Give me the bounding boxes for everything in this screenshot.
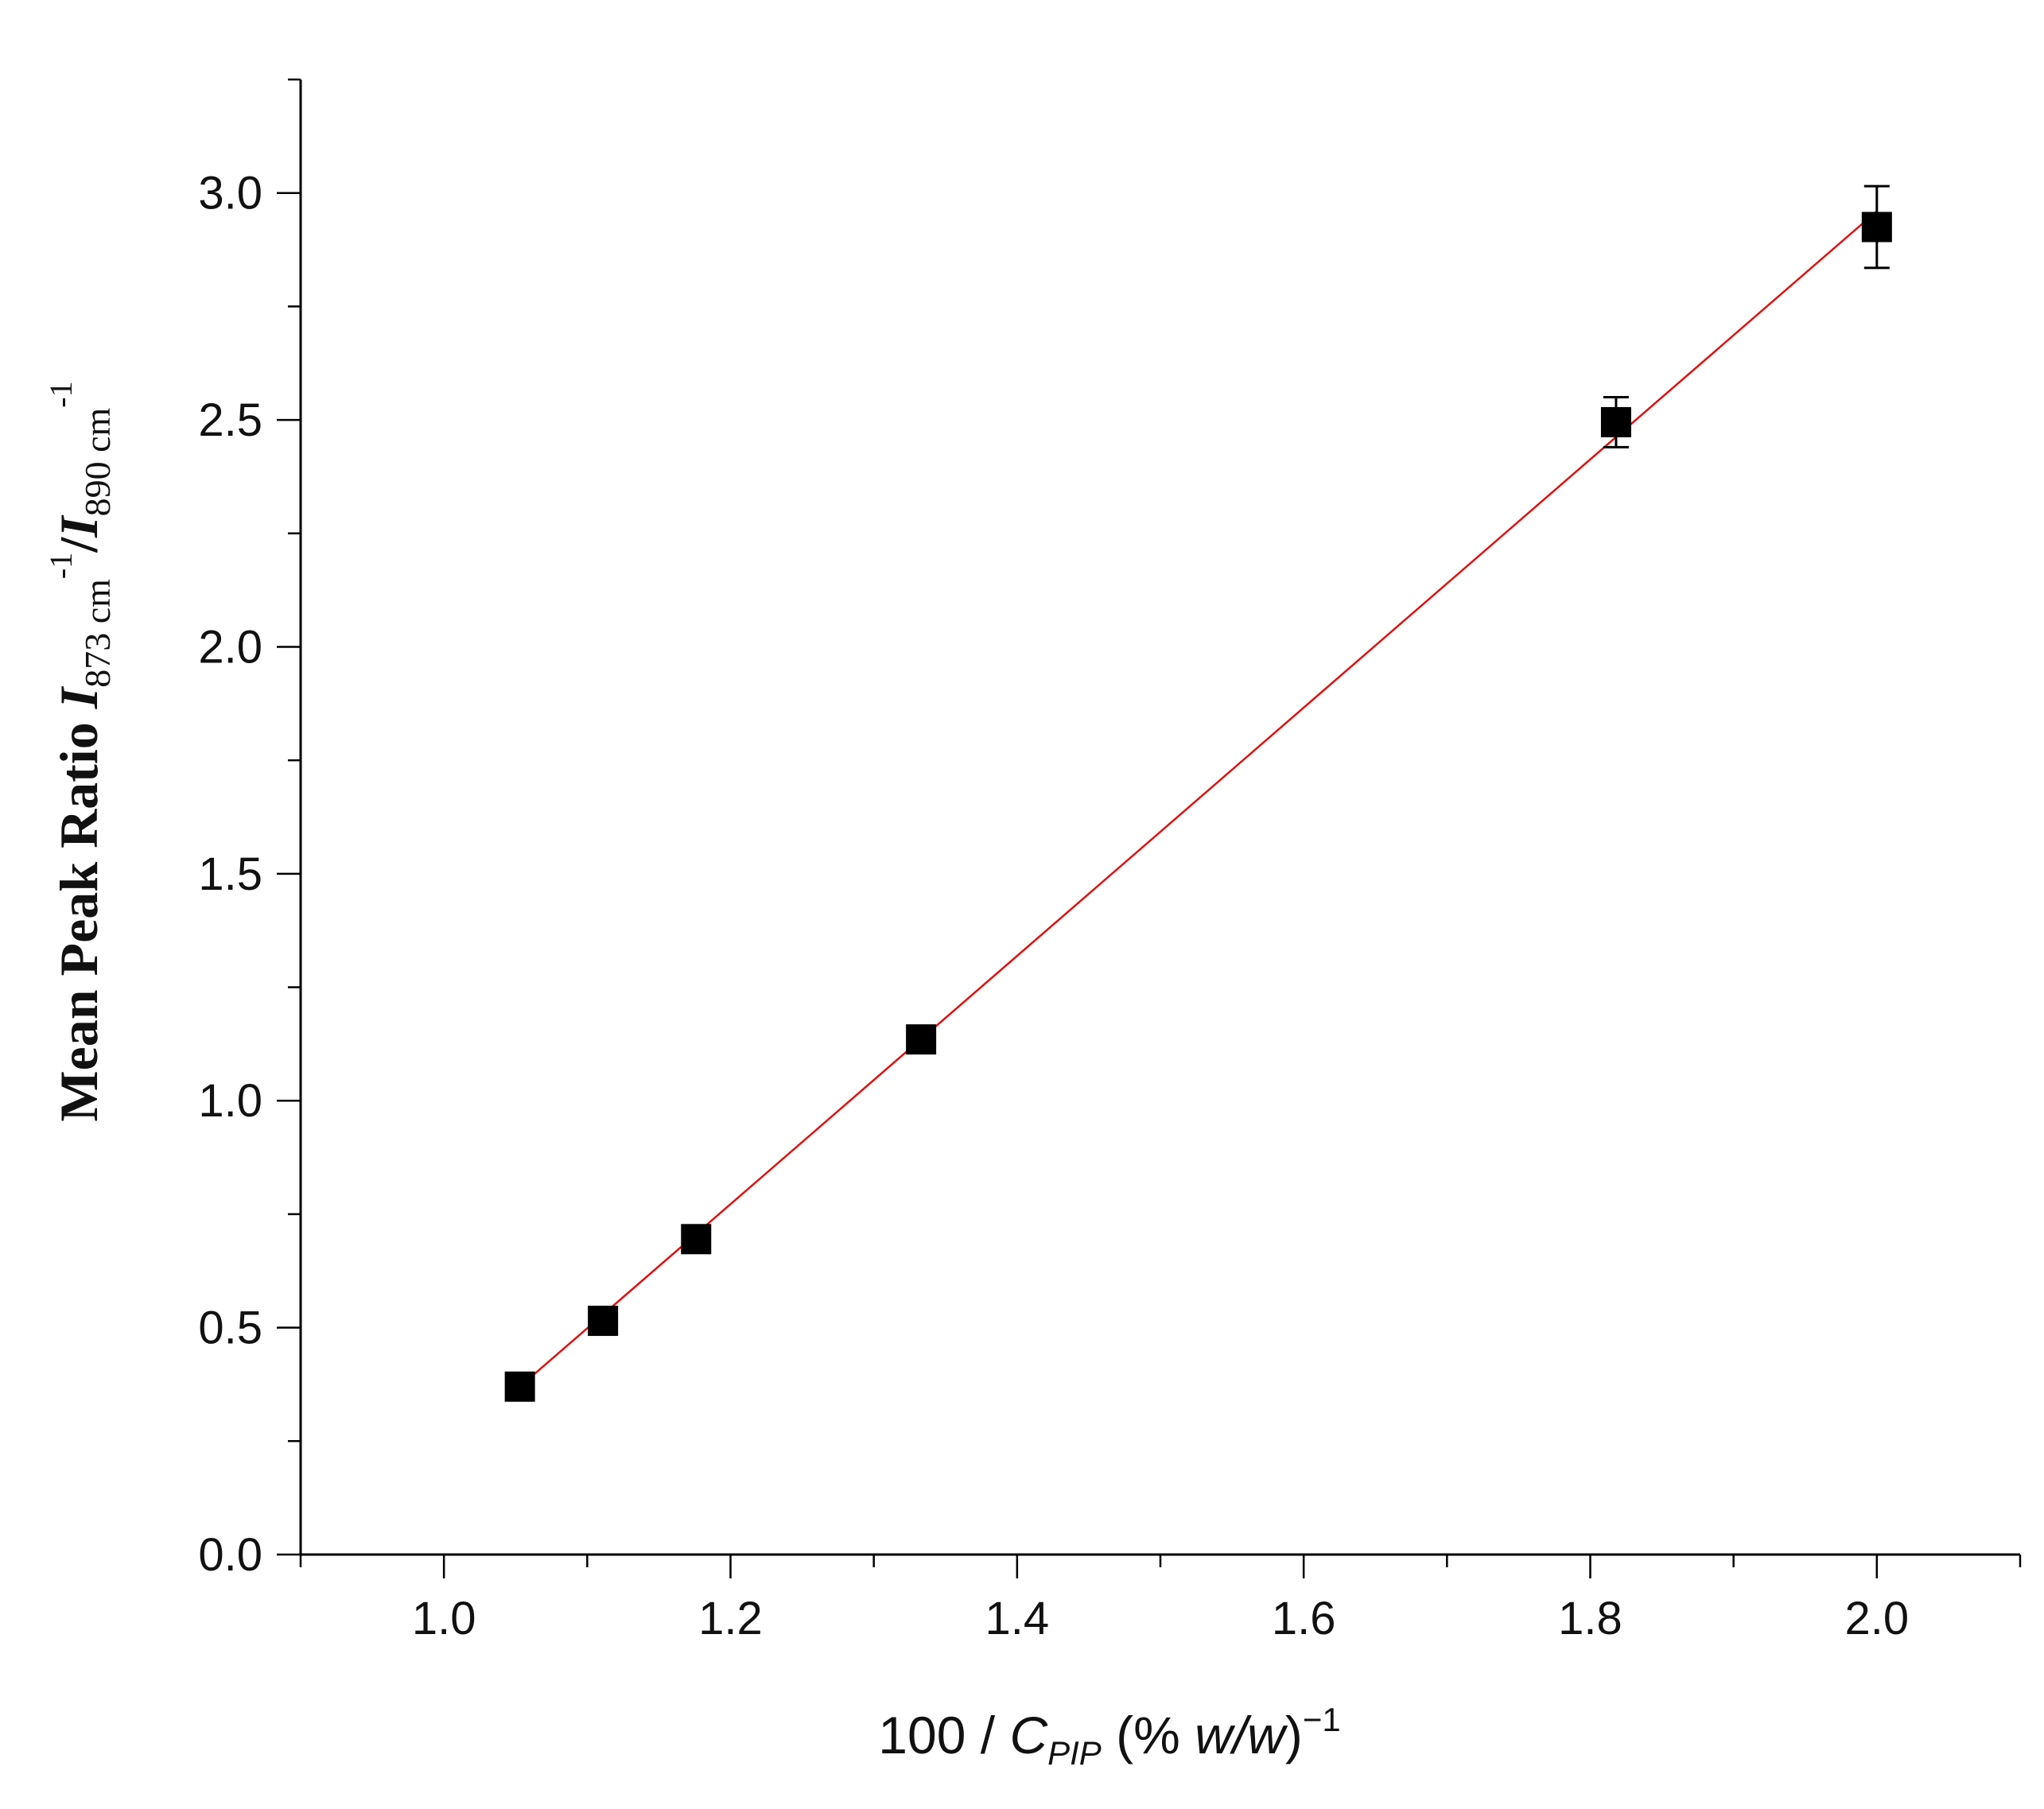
x-title-close: ) <box>1285 1706 1303 1764</box>
y-title-slash: / <box>49 537 109 553</box>
x-title-var2: w/w <box>1195 1706 1288 1764</box>
data-points <box>504 184 1892 1402</box>
y-tick-label: 3.0 <box>198 168 262 219</box>
y-tick-label: 0.5 <box>198 1302 262 1354</box>
x-tick-label: 1.8 <box>1558 1593 1622 1644</box>
fit-line <box>519 210 1878 1388</box>
x-axis-title: 100 / CPIP (% w/w)−1 <box>878 1701 1340 1772</box>
data-point <box>906 1024 937 1055</box>
y-title-sup1: -1 <box>43 553 79 579</box>
x-title-sub: PIP <box>1047 1734 1102 1772</box>
axes: 1.0 1.2 1.4 1.6 1.8 2.0 0.0 0.5 1.0 1.5 2.0 2.5 3.0 <box>198 78 2022 1644</box>
y-title-sub2: 890 cm <box>77 407 118 516</box>
x-tick-label: 1.4 <box>985 1593 1050 1644</box>
y-title-sup2: -1 <box>43 381 79 407</box>
data-point <box>1861 212 1892 243</box>
y-tick-label: 1.0 <box>198 1075 262 1127</box>
x-title-mid: (% <box>1102 1706 1195 1764</box>
data-point <box>681 1224 712 1255</box>
y-tick-label: 2.0 <box>198 621 262 673</box>
y-title-var: I <box>49 685 109 709</box>
x-tick-label: 1.6 <box>1272 1593 1336 1644</box>
x-tick-label: 1.0 <box>412 1593 476 1644</box>
data-point <box>1600 406 1631 437</box>
y-title-var2: I <box>49 514 109 538</box>
y-title-sub1: 873 cm <box>77 579 118 688</box>
data-point <box>588 1306 619 1337</box>
y-tick-label: 0.0 <box>198 1529 262 1581</box>
fit-line-group <box>519 210 1878 1388</box>
y-title-lead: Mean Peak Ratio <box>49 708 109 1121</box>
x-title-sup: −1 <box>1303 1701 1341 1738</box>
y-tick-label: 1.5 <box>198 848 262 900</box>
x-tick-label: 1.2 <box>698 1593 763 1644</box>
y-tick-label: 2.5 <box>198 394 262 446</box>
x-tick-label: 2.0 <box>1845 1593 1910 1644</box>
x-title-var: C <box>1009 1706 1048 1764</box>
data-point <box>504 1371 535 1402</box>
x-title-lead: 100 / <box>878 1706 1009 1764</box>
y-axis-title: Mean Peak Ratio I873 cm-1/I890 cm-1 <box>43 381 118 1121</box>
